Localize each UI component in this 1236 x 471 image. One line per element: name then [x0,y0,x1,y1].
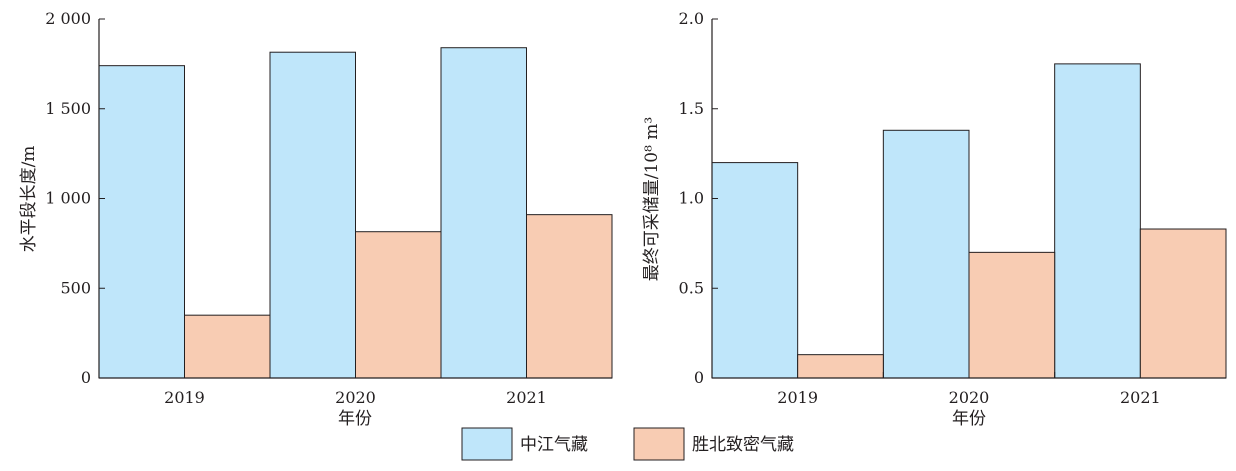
y-tick-label-2-1: 0 [694,368,704,387]
y-tick-label-1-3: 1 000 [45,189,91,208]
y-axis-title-1: 水平段长度/m [19,146,39,253]
legend-swatch-1 [461,427,513,461]
bar-1-s2-c3 [526,214,613,379]
y-tick-label-1-4: 1 500 [45,99,91,118]
y-tick-label-2-3: 1.0 [679,189,704,208]
x-axis-title-2: 年份 [952,409,986,429]
x-axis-title-1: 年份 [338,409,372,429]
y-axis-title-2: 最终可采储量/10⁸ m³ [642,117,662,282]
y-tick-label-1-1: 0 [81,368,91,387]
bar-2-s1-c2 [882,129,970,379]
x-tick-label-2-3: 2021 [1120,388,1161,407]
legend-label-2: 胜北致密气藏 [692,435,794,455]
x-tick-label-1-2: 2020 [335,388,376,407]
bar-1-s1-c2 [269,51,356,379]
x-tick-label-2-1: 2019 [777,388,818,407]
y-tick-label-2-2: 0.5 [679,278,704,297]
bar-1-s2-c2 [355,231,442,379]
x-tick-label-1-1: 2019 [164,388,205,407]
x-tick-label-1-3: 2021 [506,388,547,407]
bar-2-s2-c2 [968,251,1056,379]
legend-label-1: 中江气藏 [520,435,588,455]
x-tick-label-2-2: 2020 [949,388,990,407]
legend-swatch-2 [633,427,685,461]
y-tick-label-1-5: 2 000 [45,9,91,28]
bar-2-s1-c1 [711,162,799,379]
bar-2-s2-c3 [1139,228,1227,379]
bar-1-s2-c1 [184,314,271,379]
bar-1-s1-c3 [440,47,527,379]
bar-2-s2-c1 [797,354,884,379]
y-tick-label-2-4: 1.5 [679,99,704,118]
y-tick-label-2-5: 2.0 [679,9,704,28]
y-tick-label-1-2: 500 [60,278,91,297]
bar-2-s1-c3 [1054,63,1141,379]
bar-1-s1-c1 [98,65,185,379]
